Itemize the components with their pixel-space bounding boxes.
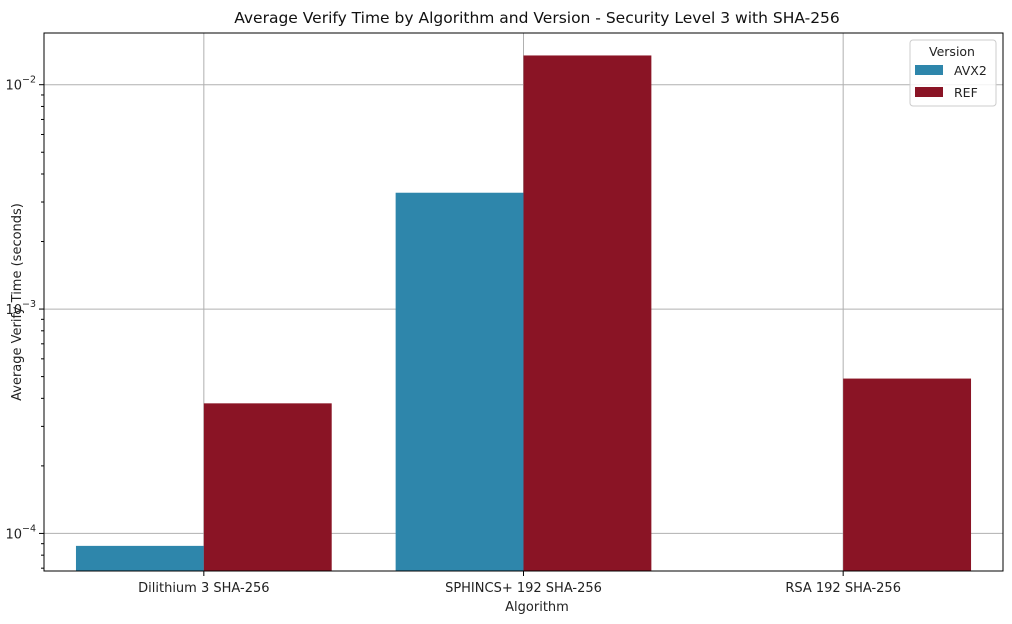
x-tick-label: RSA 192 SHA-256 — [785, 581, 901, 596]
legend-title: Version — [929, 44, 975, 59]
legend-swatch-avx2 — [915, 65, 943, 75]
y-tick-label: 10−3 — [5, 299, 36, 318]
legend-label-ref: REF — [954, 85, 978, 100]
bar-ref-2 — [843, 378, 972, 571]
y-tick-label: 10−4 — [5, 523, 36, 542]
bar-avx2-1 — [395, 192, 524, 571]
bars — [75, 55, 972, 571]
bar-avx2-0 — [75, 545, 204, 571]
x-tick-label: SPHINCS+ 192 SHA-256 — [445, 581, 602, 596]
y-tick-label: 10−2 — [5, 75, 36, 94]
y-axis-ticks: 10−4 10−3 10−2 — [5, 75, 44, 569]
x-tick-label: Dilithium 3 SHA-256 — [138, 581, 269, 596]
x-axis-ticks: Dilithium 3 SHA-256 SPHINCS+ 192 SHA-256 R… — [138, 571, 901, 596]
legend-swatch-ref — [915, 87, 943, 97]
legend: Version AVX2 REF — [909, 39, 997, 107]
legend-label-avx2: AVX2 — [954, 63, 987, 78]
bar-ref-0 — [203, 403, 332, 571]
chart-title: Average Verify Time by Algorithm and Ver… — [234, 9, 840, 27]
bar-ref-1 — [523, 55, 652, 571]
x-axis-label: Algorithm — [505, 600, 569, 615]
y-axis-label: Average Verify Time (seconds) — [10, 203, 25, 401]
